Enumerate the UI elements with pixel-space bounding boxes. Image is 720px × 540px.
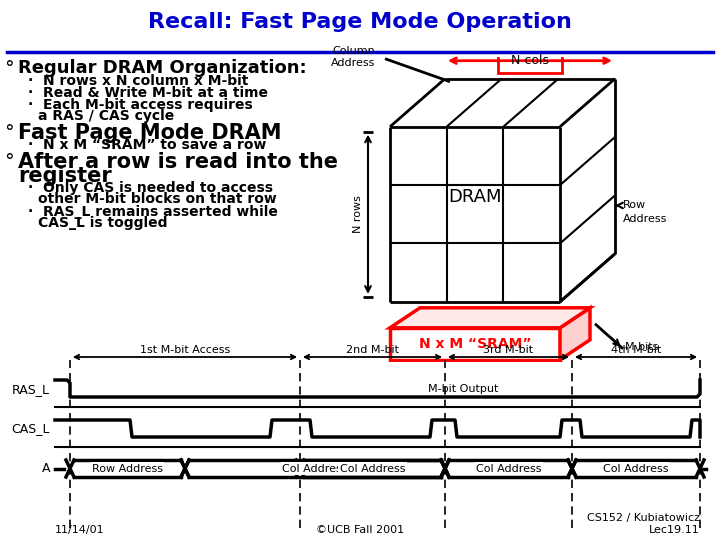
Text: Regular DRAM Organization:: Regular DRAM Organization: xyxy=(18,59,307,77)
Text: a RAS / CAS cycle: a RAS / CAS cycle xyxy=(38,109,174,123)
Text: CAS_L: CAS_L xyxy=(12,422,50,435)
Text: register: register xyxy=(18,166,112,186)
Text: other M-bit blocks on that row: other M-bit blocks on that row xyxy=(38,192,276,206)
Text: °: ° xyxy=(4,59,14,78)
Text: N x M “SRAM”: N x M “SRAM” xyxy=(419,337,531,351)
Text: CAS_L is toggled: CAS_L is toggled xyxy=(38,216,168,229)
Text: Row: Row xyxy=(623,200,646,211)
Polygon shape xyxy=(390,328,560,360)
Text: A: A xyxy=(42,462,50,475)
Text: After a row is read into the: After a row is read into the xyxy=(18,152,338,172)
Text: Col Address: Col Address xyxy=(476,463,541,474)
Text: Col Address: Col Address xyxy=(282,463,348,474)
Text: M bits: M bits xyxy=(625,342,658,352)
Text: 4th M-bit: 4th M-bit xyxy=(611,345,661,355)
Text: Row Address: Row Address xyxy=(92,463,163,474)
Text: Recall: Fast Page Mode Operation: Recall: Fast Page Mode Operation xyxy=(148,11,572,31)
Text: 1st M-bit Access: 1st M-bit Access xyxy=(140,345,230,355)
Text: 11/14/01: 11/14/01 xyxy=(55,525,104,535)
Text: °: ° xyxy=(4,123,14,141)
Text: N cols: N cols xyxy=(511,54,549,67)
Text: ·  Only CAS is needed to access: · Only CAS is needed to access xyxy=(28,181,273,195)
Text: ·  Each M-bit access requires: · Each M-bit access requires xyxy=(28,98,253,112)
Text: 3rd M-bit: 3rd M-bit xyxy=(483,345,534,355)
Text: CS152 / Kubiatowicz
Lec19.11: CS152 / Kubiatowicz Lec19.11 xyxy=(587,514,700,535)
Text: ·  N rows x N column x M-bit: · N rows x N column x M-bit xyxy=(28,73,248,87)
Text: Address: Address xyxy=(623,213,667,224)
Text: ©UCB Fall 2001: ©UCB Fall 2001 xyxy=(316,525,404,535)
FancyBboxPatch shape xyxy=(498,49,562,73)
Text: RAS_L: RAS_L xyxy=(12,383,50,396)
Text: Col Address: Col Address xyxy=(603,463,669,474)
Text: ·  N x M “SRAM” to save a row: · N x M “SRAM” to save a row xyxy=(28,138,266,152)
Text: Fast Page Mode DRAM: Fast Page Mode DRAM xyxy=(18,123,282,143)
Polygon shape xyxy=(560,308,590,360)
Text: °: ° xyxy=(4,152,14,171)
Text: Address: Address xyxy=(330,58,375,68)
Text: N rows: N rows xyxy=(353,195,363,233)
Polygon shape xyxy=(390,308,590,328)
Text: M-bit Output: M-bit Output xyxy=(428,384,498,394)
Text: Column: Column xyxy=(332,46,375,56)
Text: 2nd M-bit: 2nd M-bit xyxy=(346,345,399,355)
Text: ·  RAS_L remains asserted while: · RAS_L remains asserted while xyxy=(28,205,278,219)
Text: Col Address: Col Address xyxy=(340,463,405,474)
Text: ·  Read & Write M-bit at a time: · Read & Write M-bit at a time xyxy=(28,86,268,100)
Text: DRAM: DRAM xyxy=(449,188,502,206)
